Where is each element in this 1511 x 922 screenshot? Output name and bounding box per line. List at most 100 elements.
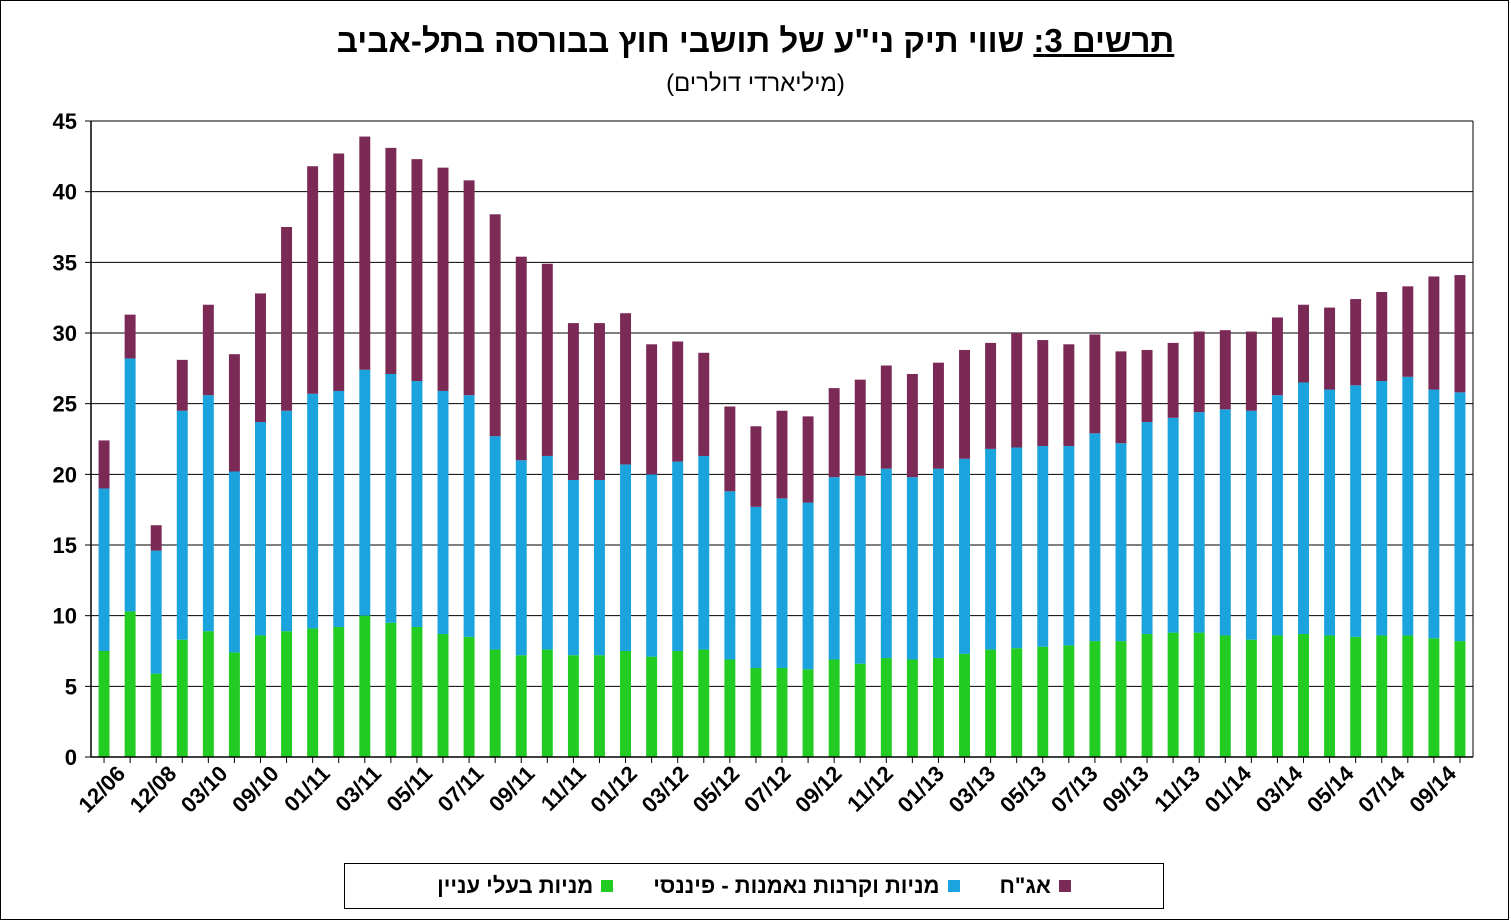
x-tick-label: 07/13 bbox=[1046, 761, 1103, 818]
x-tick-label: 07/12 bbox=[739, 761, 796, 818]
bar-equity-insiders-08-11 bbox=[489, 649, 501, 757]
legend-item-bonds: אג"ח bbox=[1000, 873, 1071, 899]
bar-bonds-10-12 bbox=[854, 379, 866, 476]
bar-equity-insiders-06-10 bbox=[228, 652, 240, 757]
bar-bonds-01-12 bbox=[620, 313, 632, 465]
bar-bonds-07-11 bbox=[463, 180, 475, 396]
bar-equity-insiders-10-11 bbox=[541, 649, 553, 757]
bar-equity-insiders-12-08 bbox=[150, 673, 162, 757]
chart-title: תרשים 3: שווי תיק ני"ע של תושבי חוץ בבור… bbox=[0, 22, 1511, 60]
x-tick-label: 11/12 bbox=[842, 761, 898, 817]
bar-bonds-01-11 bbox=[307, 166, 319, 394]
bar-equity-insiders-10-12 bbox=[854, 663, 866, 757]
bar-bonds-03-11 bbox=[359, 136, 371, 370]
bar-equity-insiders-03-10 bbox=[202, 631, 214, 757]
bar-equity-funds-01-14 bbox=[1245, 410, 1257, 640]
x-tick-label: 07/11 bbox=[433, 761, 489, 817]
bar-bonds-12-12 bbox=[906, 373, 918, 478]
bar-bonds-06-11 bbox=[437, 167, 449, 391]
bar-equity-insiders-08-13 bbox=[1115, 641, 1127, 757]
bar-equity-funds-09-11 bbox=[515, 460, 527, 656]
bar-equity-funds-02-14 bbox=[1271, 395, 1283, 636]
bar-equity-insiders-01-11 bbox=[307, 628, 319, 757]
bar-bonds-07-12 bbox=[776, 410, 788, 499]
bar-equity-insiders-05-11 bbox=[411, 626, 423, 757]
bar-equity-insiders-11-12 bbox=[880, 658, 892, 757]
bar-equity-insiders-02-14 bbox=[1271, 635, 1283, 757]
bar-bonds-12-10 bbox=[281, 227, 293, 411]
bar-equity-insiders-12-13 bbox=[1219, 635, 1231, 757]
bar-equity-funds-11-11 bbox=[567, 479, 579, 656]
bar-equity-funds-11-13 bbox=[1193, 412, 1205, 633]
bar-bonds-08-13 bbox=[1115, 351, 1127, 444]
bar-equity-funds-03-11 bbox=[359, 369, 371, 616]
bar-equity-insiders-07-11 bbox=[463, 636, 475, 757]
bar-equity-insiders-04-12 bbox=[698, 649, 710, 757]
x-tick-label: 03/13 bbox=[944, 761, 1001, 818]
bar-equity-funds-09-12 bbox=[828, 477, 840, 660]
y-tick-label: 0 bbox=[65, 745, 77, 770]
bar-equity-funds-07-13 bbox=[1089, 433, 1101, 642]
bar-bonds-01-13 bbox=[932, 362, 944, 469]
bar-equity-funds-04-14 bbox=[1324, 389, 1336, 636]
bar-equity-insiders-05-13 bbox=[1037, 646, 1049, 757]
bar-equity-insiders-12-12 bbox=[906, 659, 918, 757]
bar-equity-insiders-11-13 bbox=[1193, 632, 1205, 757]
chart-legend: מניות בעלי עניין מניות וקרנות נאמנות - פ… bbox=[344, 863, 1164, 909]
bar-equity-funds-09-14 bbox=[1454, 392, 1466, 642]
x-tick-label: 01/11 bbox=[279, 761, 335, 817]
bar-equity-insiders-07-13 bbox=[1089, 641, 1101, 757]
bar-equity-funds-06-07 bbox=[124, 358, 136, 612]
bar-equity-insiders-07-14 bbox=[1402, 635, 1414, 757]
bar-equity-insiders-09-14 bbox=[1454, 641, 1466, 757]
bar-equity-insiders-06-11 bbox=[437, 634, 449, 757]
bar-equity-insiders-03-11 bbox=[359, 615, 371, 757]
bar-bonds-06-07 bbox=[124, 314, 136, 359]
x-tick-label: 05/13 bbox=[995, 761, 1052, 818]
bar-equity-insiders-12-10 bbox=[281, 631, 293, 757]
x-tick-label: 11/13 bbox=[1149, 761, 1205, 817]
bar-bonds-02-14 bbox=[1271, 317, 1283, 396]
bar-bonds-12-13 bbox=[1219, 330, 1231, 410]
bar-equity-funds-10-11 bbox=[541, 455, 553, 650]
x-tick-label: 09/12 bbox=[790, 761, 847, 818]
x-tick-label: 12/08 bbox=[125, 761, 182, 818]
bar-bonds-04-13 bbox=[1011, 333, 1023, 448]
x-tick-label: 01/12 bbox=[585, 761, 642, 818]
bar-equity-insiders-12-06 bbox=[98, 651, 110, 757]
legend-item-equity-funds: מניות וקרנות נאמנות - פיננסי bbox=[653, 873, 960, 899]
bar-equity-insiders-09-09 bbox=[176, 639, 188, 757]
bar-equity-funds-09-13 bbox=[1141, 422, 1153, 635]
bar-equity-insiders-01-12 bbox=[620, 651, 632, 757]
bar-bonds-10-13 bbox=[1167, 342, 1179, 418]
bar-equity-funds-12-08 bbox=[150, 550, 162, 674]
bar-bonds-04-11 bbox=[385, 147, 397, 374]
bar-bonds-06-13 bbox=[1063, 344, 1075, 447]
bar-bonds-04-12 bbox=[698, 352, 710, 456]
bar-bonds-02-13 bbox=[959, 349, 971, 459]
y-tick-label: 15 bbox=[53, 533, 77, 558]
bar-equity-funds-08-13 bbox=[1115, 443, 1127, 642]
legend-swatch-bonds bbox=[1058, 880, 1071, 892]
bar-bonds-08-14 bbox=[1428, 276, 1440, 390]
chart-title-prefix: תרשים 3: bbox=[1033, 22, 1175, 59]
bar-bonds-07-13 bbox=[1089, 334, 1101, 434]
x-tick-label: 01/13 bbox=[892, 761, 949, 818]
bar-bonds-06-14 bbox=[1376, 292, 1388, 382]
bar-equity-funds-12-12 bbox=[906, 477, 918, 660]
x-tick-label: 07/14 bbox=[1353, 760, 1410, 817]
bar-equity-insiders-08-14 bbox=[1428, 638, 1440, 757]
bar-bonds-03-12 bbox=[672, 341, 684, 462]
bar-equity-funds-12-06 bbox=[98, 488, 110, 651]
bar-equity-funds-06-10 bbox=[228, 471, 240, 653]
bar-equity-funds-02-13 bbox=[959, 458, 971, 654]
bar-bonds-11-13 bbox=[1193, 331, 1205, 413]
bar-bonds-10-11 bbox=[541, 263, 553, 456]
bar-equity-funds-08-11 bbox=[489, 436, 501, 650]
bar-equity-funds-12-13 bbox=[1219, 409, 1231, 636]
bar-equity-funds-01-11 bbox=[307, 393, 319, 629]
x-tick-label: 05/11 bbox=[381, 761, 437, 817]
bar-bonds-04-14 bbox=[1324, 307, 1336, 390]
bar-bonds-01-14 bbox=[1245, 331, 1257, 411]
